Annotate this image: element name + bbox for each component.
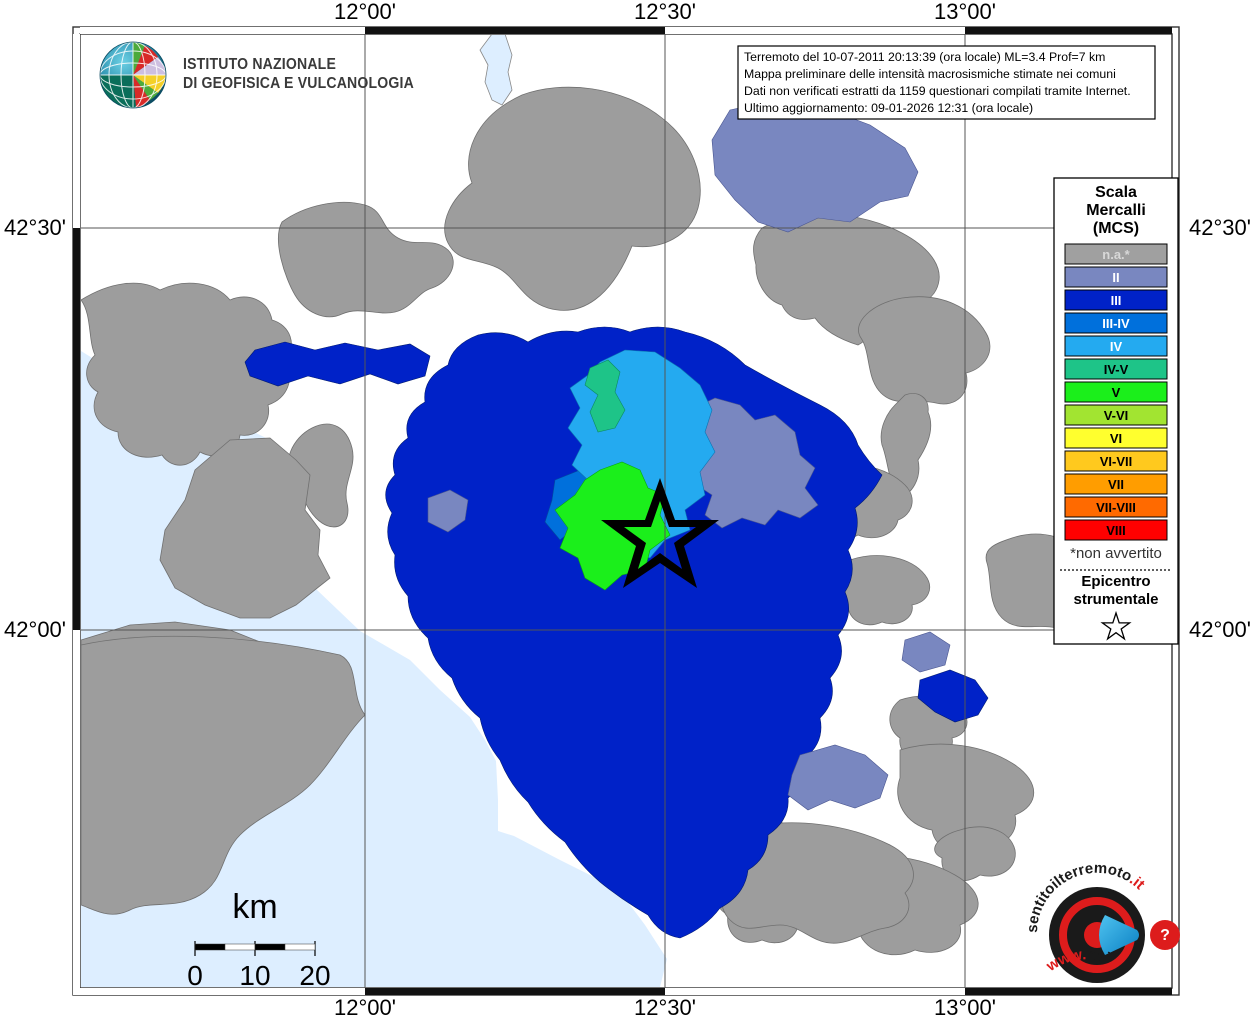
svg-text:Mercalli: Mercalli [1086, 202, 1146, 219]
svg-text:12°00': 12°00' [334, 995, 396, 1020]
svg-text:13°00': 13°00' [934, 0, 996, 24]
svg-text:DI GEOFISICA E VULCANOLOGIA: DI GEOFISICA E VULCANOLOGIA [183, 74, 414, 92]
svg-text:Ultimo aggiornamento: 09-01-20: Ultimo aggiornamento: 09-01-2026 12:31 (… [744, 101, 1033, 115]
svg-text:Mappa preliminare delle intens: Mappa preliminare delle intensità macros… [744, 67, 1116, 81]
svg-text:(MCS): (MCS) [1093, 220, 1139, 237]
svg-text:20: 20 [299, 960, 330, 991]
svg-text:VI: VI [1110, 431, 1122, 446]
svg-text:42°30': 42°30' [1189, 215, 1251, 240]
svg-text:12°00': 12°00' [334, 0, 396, 24]
svg-text:42°30': 42°30' [4, 215, 66, 240]
svg-text:VII-VIII: VII-VIII [1096, 500, 1136, 515]
svg-text:IV-V: IV-V [1104, 362, 1129, 377]
svg-text:13°00': 13°00' [934, 995, 996, 1020]
svg-text:V: V [1112, 385, 1121, 400]
svg-text:Scala: Scala [1095, 184, 1137, 201]
svg-text:*non avvertito: *non avvertito [1070, 545, 1162, 562]
svg-text:Dati non verificati estratti d: Dati non verificati estratti da 1159 que… [744, 84, 1131, 98]
svg-text:ISTITUTO NAZIONALE: ISTITUTO NAZIONALE [183, 55, 336, 73]
svg-text:0: 0 [187, 960, 203, 991]
svg-text:Epicentro: Epicentro [1081, 573, 1150, 590]
svg-text:42°00': 42°00' [4, 617, 66, 642]
svg-text:IV: IV [1110, 339, 1123, 354]
svg-text:10: 10 [239, 960, 270, 991]
svg-text:VI-VII: VI-VII [1100, 454, 1133, 469]
svg-text:II: II [1112, 270, 1119, 285]
svg-text:Terremoto del 10-07-2011 20:13: Terremoto del 10-07-2011 20:13:39 (ora l… [744, 50, 1105, 64]
svg-text:III-IV: III-IV [1102, 316, 1130, 331]
svg-text:km: km [232, 888, 277, 926]
svg-text:12°30': 12°30' [634, 0, 696, 24]
svg-text:V-VI: V-VI [1104, 408, 1129, 423]
svg-text:VII: VII [1108, 477, 1124, 492]
svg-text:?: ? [1160, 927, 1170, 944]
svg-text:III: III [1111, 293, 1122, 308]
svg-text:strumentale: strumentale [1073, 591, 1158, 608]
svg-text:12°30': 12°30' [634, 995, 696, 1020]
svg-text:VIII: VIII [1106, 523, 1126, 538]
svg-text:42°00': 42°00' [1189, 617, 1251, 642]
svg-text:n.a.*: n.a.* [1102, 247, 1130, 262]
